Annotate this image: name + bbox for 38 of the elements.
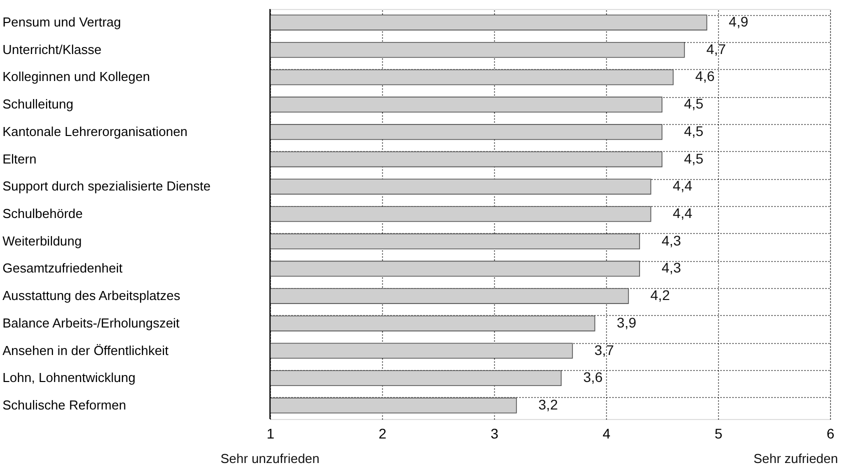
x-tick-label: 5 [714, 426, 723, 442]
text: Sehr zufrieden [753, 451, 838, 466]
data-label: 4,2 [650, 287, 670, 304]
y-tick-label: Unterricht/Klasse [2, 42, 102, 57]
x-tick-label: 6 [826, 426, 835, 442]
y-tick-label: Ausstattung des Arbeitsplatzes [2, 288, 181, 304]
y-tick-label: Support durch spezialisierte Dienste [2, 178, 211, 194]
y-tick-label: Ansehen in der Öffentlichkeit [2, 342, 169, 358]
y-tick-label: Schulleitung [2, 96, 74, 112]
y-tick-label: Gesamtzufriedenheit [2, 260, 123, 276]
y-tick-label: Pensum und Vertrag [2, 14, 122, 30]
data-label: 4,5 [684, 122, 704, 139]
data-label: 4,4 [672, 205, 692, 221]
x-tick-label: 3 [490, 426, 499, 442]
y-tick-label: Schulbehörde [2, 206, 83, 221]
data-label: 4,6 [695, 68, 715, 84]
y-tick-label: Balance Arbeits-/Erholungszeit [2, 315, 180, 330]
data-label: 3,6 [583, 369, 603, 386]
y-tick-label: Weiterbildung [2, 233, 82, 248]
text: Sehr unzufrieden [220, 451, 320, 466]
x-tick-label: 2 [378, 426, 387, 442]
data-label: 4,9 [728, 14, 748, 30]
data-label: 4,3 [662, 232, 682, 248]
data-label: 4,4 [672, 178, 692, 194]
x-tick-label: 1 [266, 426, 275, 442]
y-tick-label: Schulische Reformen [2, 397, 126, 412]
data-label: 4,3 [662, 260, 682, 276]
data-label: 4,7 [706, 40, 726, 57]
data-label: 4,5 [684, 150, 704, 166]
data-label: 3,9 [616, 314, 636, 330]
data-label: 3,7 [594, 342, 614, 358]
y-tick-label: Eltern [2, 151, 36, 166]
y-tick-label: Kantonale Lehrerorganisationen [2, 124, 188, 139]
data-label: 4,5 [684, 96, 704, 112]
x-tick-label: 4 [602, 426, 611, 442]
y-tick-label: Kolleginnen und Kollegen [2, 69, 150, 84]
y-tick-label: Lohn, Lohnentwicklung [2, 370, 136, 386]
data-label: 3,2 [538, 396, 558, 412]
